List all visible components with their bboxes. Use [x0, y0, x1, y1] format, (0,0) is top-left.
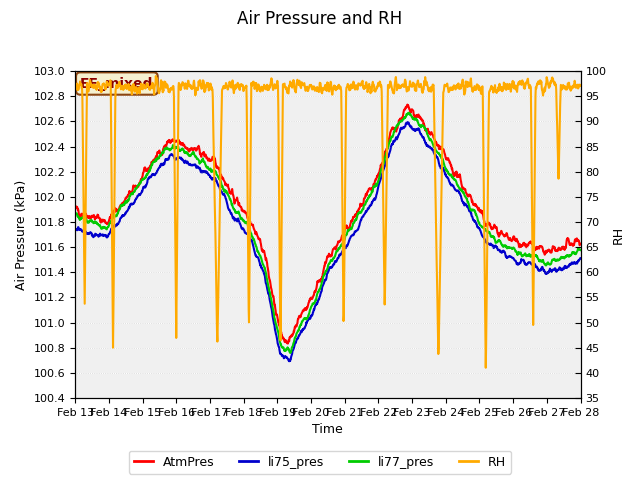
Legend: AtmPres, li75_pres, li77_pres, RH: AtmPres, li75_pres, li77_pres, RH [129, 451, 511, 474]
RH [71, 84, 79, 89]
RH [315, 87, 323, 93]
AtmPres [284, 341, 292, 347]
Line: li75_pres: li75_pres [75, 122, 580, 361]
RH [577, 83, 584, 88]
li75_pres [315, 296, 323, 302]
RH [447, 86, 454, 92]
li75_pres [305, 316, 313, 322]
li75_pres [577, 255, 584, 261]
X-axis label: Time: Time [312, 423, 343, 436]
RH [482, 365, 490, 371]
li75_pres [150, 172, 158, 178]
AtmPres [150, 157, 158, 163]
AtmPres [315, 279, 323, 285]
AtmPres [305, 300, 313, 305]
RH [571, 78, 579, 84]
li77_pres [286, 350, 294, 356]
li77_pres [447, 172, 455, 178]
Line: li77_pres: li77_pres [75, 113, 580, 353]
RH [152, 73, 159, 79]
li77_pres [315, 289, 323, 295]
li75_pres [571, 260, 579, 265]
li77_pres [150, 159, 158, 165]
li75_pres [71, 228, 79, 233]
AtmPres [577, 241, 584, 247]
li77_pres [305, 311, 313, 317]
li75_pres [404, 119, 412, 125]
Line: AtmPres: AtmPres [75, 105, 580, 344]
li75_pres [285, 359, 293, 364]
AtmPres [571, 239, 579, 244]
li75_pres [522, 262, 529, 267]
li75_pres [447, 182, 455, 188]
AtmPres [447, 162, 455, 168]
li77_pres [404, 110, 412, 116]
AtmPres [71, 204, 79, 210]
Y-axis label: RH: RH [612, 226, 625, 244]
RH [150, 92, 158, 97]
Text: Air Pressure and RH: Air Pressure and RH [237, 10, 403, 28]
li77_pres [577, 247, 584, 253]
li77_pres [571, 251, 579, 256]
Text: EE_mixed: EE_mixed [80, 76, 154, 91]
AtmPres [522, 243, 529, 249]
RH [522, 84, 529, 89]
li77_pres [71, 211, 79, 217]
RH [305, 85, 313, 91]
AtmPres [404, 102, 412, 108]
Line: RH: RH [75, 76, 580, 368]
Y-axis label: Air Pressure (kPa): Air Pressure (kPa) [15, 180, 28, 290]
li77_pres [522, 251, 529, 256]
